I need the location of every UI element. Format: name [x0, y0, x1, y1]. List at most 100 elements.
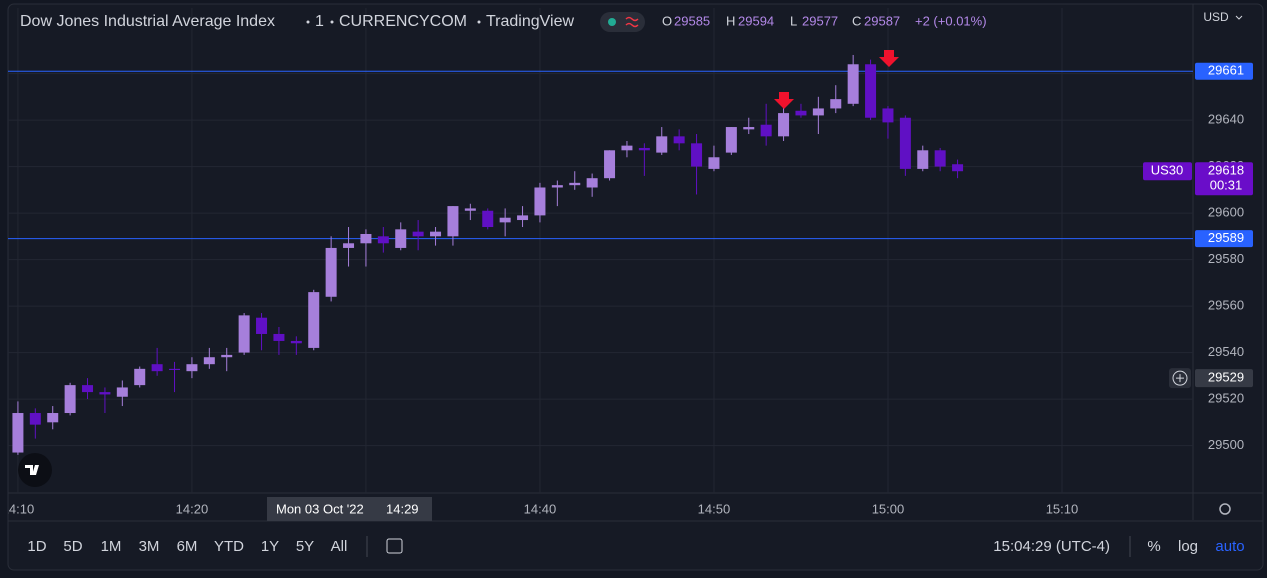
candle-body: [586, 178, 598, 188]
candle-body: [725, 127, 737, 153]
crosshair-price-bg: [1195, 369, 1253, 388]
auto-toggle[interactable]: auto: [1215, 538, 1244, 555]
range-button[interactable]: 6M: [177, 538, 198, 555]
candle-body: [447, 206, 459, 237]
ohlc-value: 29585: [674, 13, 710, 28]
candle-body: [273, 333, 285, 341]
signal-arrow: [774, 92, 794, 109]
y-tick-label: 29640: [1208, 112, 1244, 127]
range-button[interactable]: 1D: [27, 538, 46, 555]
crosshair-time-bg: [267, 497, 432, 521]
candle-body: [412, 231, 424, 237]
settings[interactable]: [1219, 503, 1231, 515]
candle-body: [482, 210, 494, 228]
range-button[interactable]: 5Y: [296, 538, 314, 555]
exchange: CURRENCYCOM: [339, 13, 467, 30]
candle-body: [151, 364, 163, 372]
candle-body: [47, 413, 59, 423]
ohlc-value: 29594: [738, 13, 774, 28]
y-tick-label: 29540: [1208, 344, 1244, 359]
candle-body: [29, 413, 41, 425]
range-button[interactable]: 3M: [139, 538, 160, 555]
add-alert-icon[interactable]: [1172, 370, 1188, 386]
candle-body: [99, 392, 111, 395]
log-toggle[interactable]: log: [1178, 538, 1198, 555]
candle-body: [534, 187, 546, 216]
price-label-bg: [1195, 230, 1253, 248]
crosshair-time: 14:29: [386, 501, 419, 516]
candle-body: [325, 247, 337, 297]
candle-body: [795, 110, 807, 116]
candle-body: [656, 136, 668, 153]
candle-body: [708, 157, 720, 169]
candle-body: [917, 150, 929, 169]
ohlc-value: 29577: [802, 13, 838, 28]
ohlc-letter: C: [852, 13, 861, 28]
source: TradingView: [486, 13, 574, 30]
candle-body: [812, 108, 824, 116]
interval: 1: [315, 13, 324, 30]
y-tick-label: 29520: [1208, 391, 1244, 406]
status-pill[interactable]: [600, 12, 645, 32]
x-tick-label: 14:50: [698, 501, 731, 516]
candle-body: [256, 317, 268, 334]
candle-body: [395, 229, 407, 248]
range-button[interactable]: 1Y: [261, 538, 279, 555]
symbol: Dow Jones Industrial Average Index: [20, 13, 275, 30]
currency[interactable]: USD: [1203, 10, 1229, 24]
price-label: 29661: [1208, 63, 1244, 78]
candle-body: [464, 208, 476, 211]
price-label-bg: [1195, 62, 1253, 80]
x-tick-label: 15:00: [872, 501, 905, 516]
candle-body: [934, 150, 946, 167]
candle-body: [290, 340, 302, 344]
candle-body: [430, 231, 442, 237]
percent-toggle[interactable]: %: [1147, 538, 1160, 555]
candle-body: [499, 217, 511, 223]
clock[interactable]: 15:04:29 (UTC-4): [993, 538, 1110, 555]
range-button[interactable]: All: [331, 538, 348, 555]
candle-body: [847, 64, 859, 104]
ohlc-letter: O: [662, 13, 672, 28]
candle-body: [569, 182, 581, 186]
candle-body: [551, 185, 563, 188]
price-label: 29589: [1208, 230, 1244, 245]
candle-body: [899, 117, 911, 169]
last-price-bg: [1195, 162, 1253, 196]
chart-frame: [7, 3, 1264, 571]
change: +2 (+0.01%): [915, 13, 987, 28]
candle-body: [169, 368, 181, 371]
candle-body: [343, 243, 355, 248]
ohlc-value: 29587: [864, 13, 900, 28]
x-tick-label: 14:20: [176, 501, 209, 516]
range-button[interactable]: 5D: [63, 538, 82, 555]
market-open-dot: [608, 18, 616, 26]
candle-body: [691, 143, 703, 167]
candle-body: [517, 215, 529, 221]
range-button[interactable]: YTD: [214, 538, 244, 555]
ohlc-letter: L: [790, 13, 797, 28]
y-tick-label: 29560: [1208, 298, 1244, 313]
separator: [477, 20, 481, 24]
candle-body: [673, 136, 685, 144]
candle-body: [865, 64, 877, 118]
y-tick-label: 29580: [1208, 251, 1244, 266]
candle-body: [64, 385, 76, 414]
x-tick-label: 14:40: [524, 501, 557, 516]
candle-body: [604, 150, 616, 179]
countdown: 00:31: [1210, 178, 1243, 193]
candle-body: [743, 127, 755, 130]
crosshair-date: Mon 03 Oct '22: [276, 501, 364, 516]
y-tick-label: 29600: [1208, 205, 1244, 220]
candle-body: [760, 124, 772, 137]
range-button[interactable]: 1M: [101, 538, 122, 555]
date-range-icon[interactable]: [386, 538, 403, 554]
crosshair-price: 29529: [1208, 370, 1244, 385]
candle-body: [621, 145, 633, 151]
separator: [330, 20, 334, 24]
candle-body: [82, 385, 94, 393]
add-alert-plus: [1176, 374, 1184, 383]
currency-caret: [1235, 15, 1243, 20]
symbol-tag-bg: [1143, 162, 1192, 181]
